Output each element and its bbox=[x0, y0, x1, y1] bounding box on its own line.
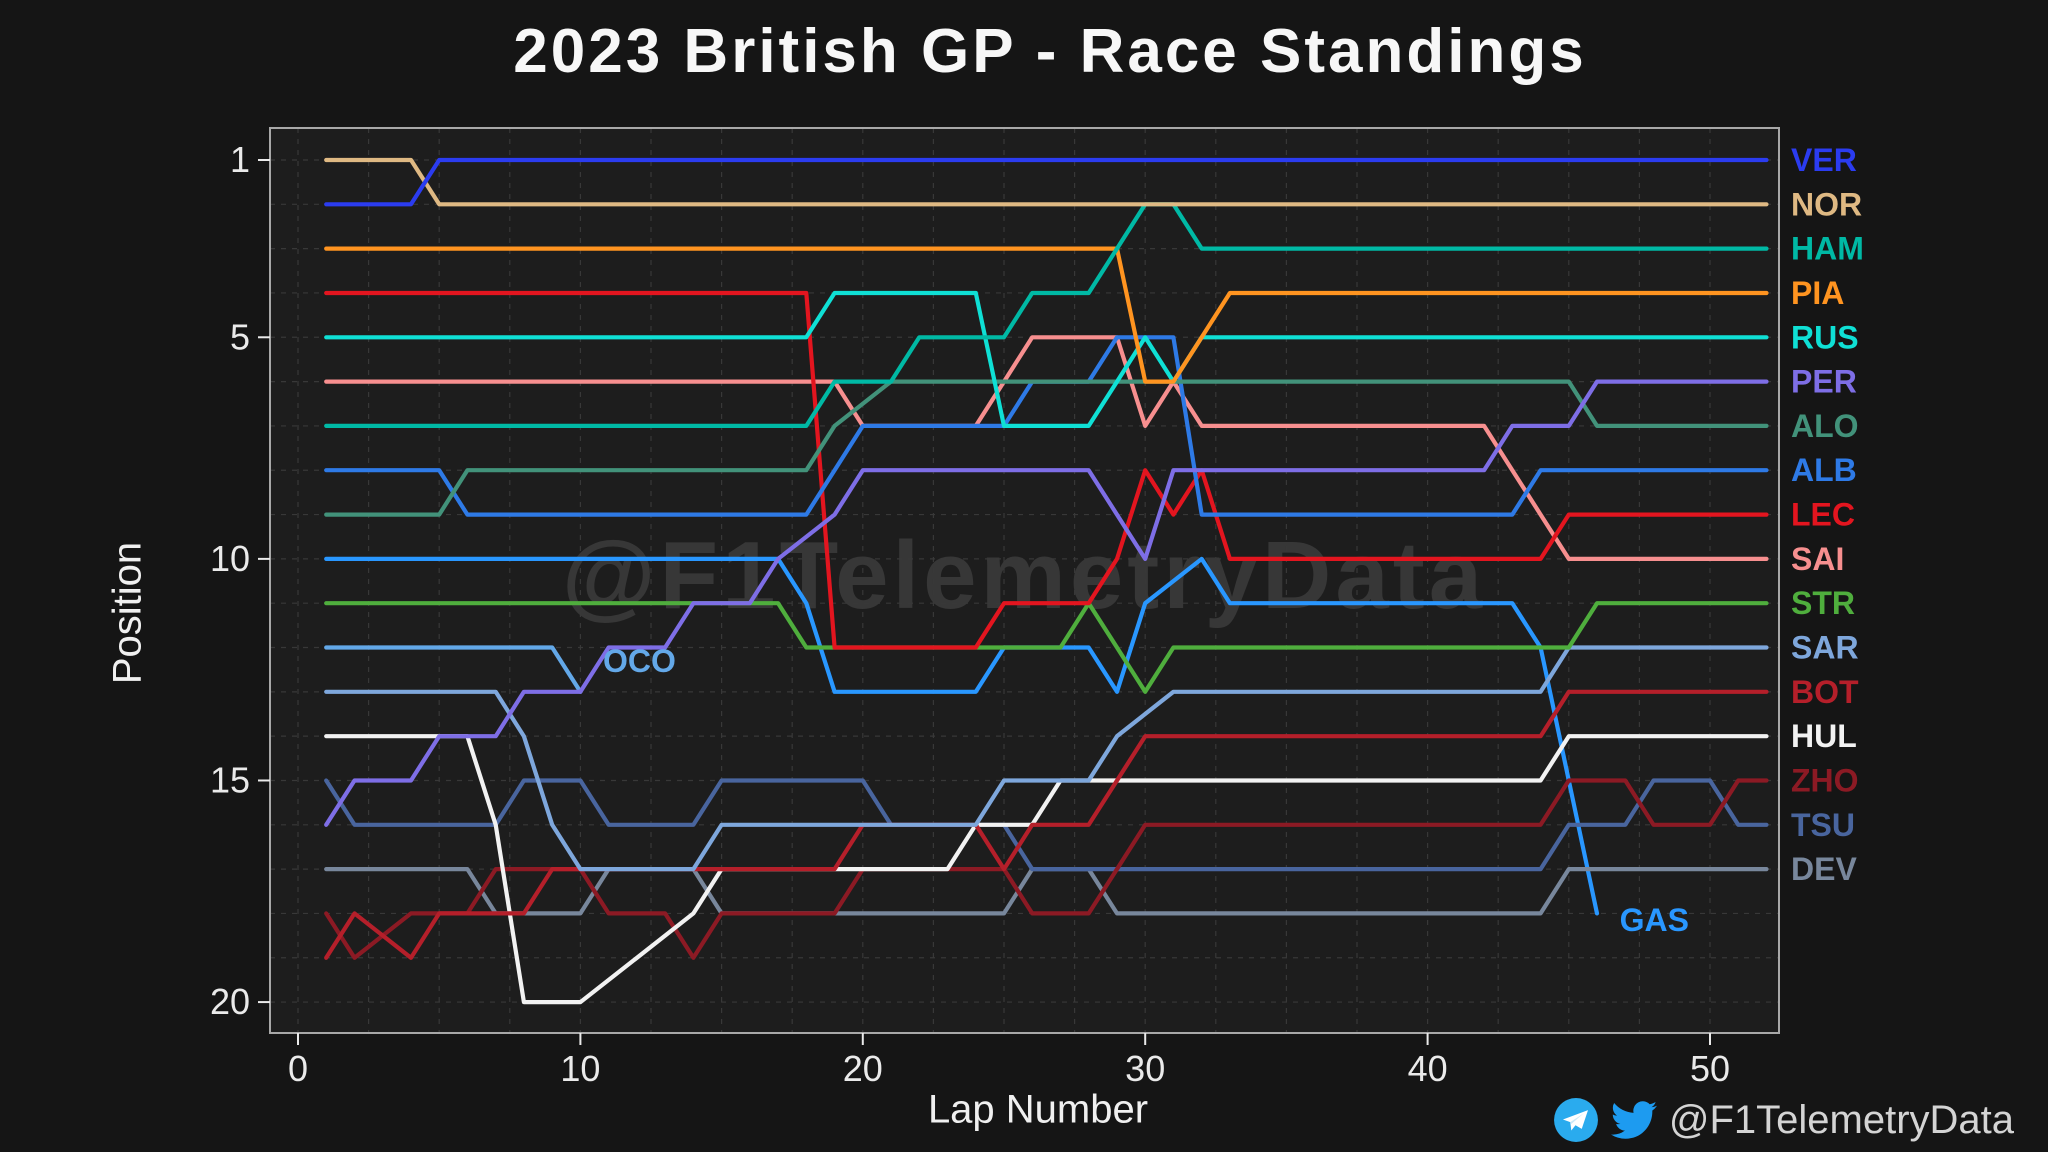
driver-label-PIA: PIA bbox=[1791, 275, 1844, 311]
driver-label-STR: STR bbox=[1791, 585, 1855, 621]
telegram-icon[interactable] bbox=[1553, 1097, 1599, 1143]
social-handle: @F1TelemetryData bbox=[1668, 1097, 2014, 1142]
driver-label-GAS: GAS bbox=[1620, 902, 1689, 938]
watermark: @F1TelemetryData bbox=[562, 522, 1486, 629]
x-tick-label: 30 bbox=[1125, 1048, 1165, 1089]
chart-title: 2023 British GP - Race Standings bbox=[513, 17, 1587, 86]
y-tick-label: 15 bbox=[210, 759, 250, 800]
line-STR bbox=[324, 601, 1769, 694]
y-tick-label: 1 bbox=[230, 139, 250, 180]
y-tick-label: 10 bbox=[210, 538, 250, 579]
line-LEC bbox=[324, 290, 1769, 650]
driver-label-HAM: HAM bbox=[1791, 231, 1864, 267]
driver-label-OCO: OCO bbox=[603, 643, 676, 679]
x-axis-label: Lap Number bbox=[927, 1087, 1149, 1132]
driver-label-ALO: ALO bbox=[1791, 408, 1859, 444]
x-tick-label: 10 bbox=[560, 1048, 600, 1089]
driver-label-ZHO: ZHO bbox=[1791, 762, 1859, 798]
driver-label-TSU: TSU bbox=[1791, 807, 1855, 843]
line-VER bbox=[324, 157, 1769, 207]
y-tick-label: 5 bbox=[230, 316, 250, 357]
line-GAS bbox=[324, 556, 1600, 916]
line-OCO bbox=[324, 645, 583, 694]
driver-label-HUL: HUL bbox=[1791, 718, 1857, 754]
line-PER bbox=[324, 379, 1769, 827]
driver-label-PER: PER bbox=[1791, 364, 1857, 400]
driver-label-DEV: DEV bbox=[1791, 851, 1857, 887]
plot-frame bbox=[269, 127, 1780, 1034]
x-tick-label: 0 bbox=[288, 1048, 308, 1089]
social-footer: @F1TelemetryData bbox=[1553, 1094, 2014, 1146]
line-SAR bbox=[324, 645, 1769, 872]
driver-label-BOT: BOT bbox=[1791, 674, 1859, 710]
driver-label-VER: VER bbox=[1791, 142, 1857, 178]
driver-label-LEC: LEC bbox=[1791, 497, 1855, 533]
driver-label-ALB: ALB bbox=[1791, 452, 1857, 488]
driver-label-SAR: SAR bbox=[1791, 630, 1859, 666]
x-tick-label: 50 bbox=[1690, 1048, 1730, 1089]
driver-label-RUS: RUS bbox=[1791, 319, 1859, 355]
driver-label-SAI: SAI bbox=[1791, 541, 1844, 577]
y-tick-label: 20 bbox=[210, 981, 250, 1022]
x-tick-label: 20 bbox=[843, 1048, 883, 1089]
driver-label-NOR: NOR bbox=[1791, 186, 1862, 222]
twitter-icon[interactable] bbox=[1610, 1097, 1657, 1143]
y-axis-label: Position bbox=[105, 541, 150, 685]
x-tick-label: 40 bbox=[1408, 1048, 1448, 1089]
